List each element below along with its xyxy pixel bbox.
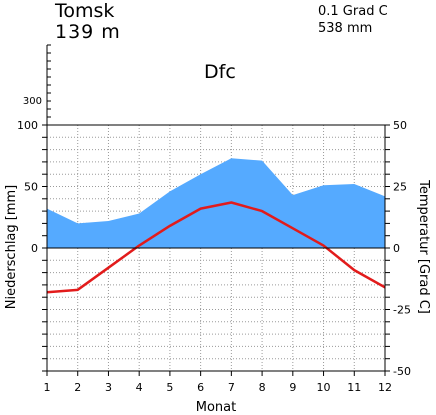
month-tick-label: 1	[44, 381, 51, 394]
month-tick-label: 7	[228, 381, 235, 394]
month-tick-label: 8	[259, 381, 266, 394]
precipitation-tick-label-upper: 300	[23, 96, 42, 107]
temperature-tick-label: -50	[393, 365, 411, 378]
temperature-tick-label: 0	[393, 242, 400, 255]
x-axis-label: Monat	[196, 400, 236, 415]
precipitation-tick-label: 50	[24, 181, 38, 194]
precipitation-axis-label: Niederschlag [mm]	[4, 185, 19, 310]
month-tick-label: 5	[166, 381, 173, 394]
month-tick-label: 10	[317, 381, 331, 394]
axis-ticks	[42, 44, 390, 376]
month-tick-label: 6	[197, 381, 204, 394]
month-tick-label: 4	[136, 381, 143, 394]
month-tick-label: 11	[347, 381, 361, 394]
month-tick-label: 2	[74, 381, 81, 394]
temperature-tick-label: 50	[393, 119, 407, 132]
temperature-tick-label: -25	[393, 304, 411, 317]
precipitation-tick-label: 0	[31, 242, 38, 255]
temperature-tick-label: 25	[393, 181, 407, 194]
month-tick-label: 12	[378, 381, 392, 394]
station-elevation: 139 m	[55, 21, 121, 43]
month-tick-label: 3	[105, 381, 112, 394]
station-name: Tomsk	[55, 0, 115, 22]
temperature-line	[46, 201, 386, 294]
mean-temperature: 0.1 Grad C	[318, 4, 388, 19]
month-tick-label: 9	[289, 381, 296, 394]
koeppen-class: Dfc	[204, 61, 236, 83]
annual-precipitation: 538 mm	[318, 21, 373, 36]
precipitation-area	[47, 158, 385, 248]
temperature-axis-label: Temperatur [Grad C]	[416, 179, 431, 314]
precipitation-tick-label: 100	[17, 119, 38, 132]
